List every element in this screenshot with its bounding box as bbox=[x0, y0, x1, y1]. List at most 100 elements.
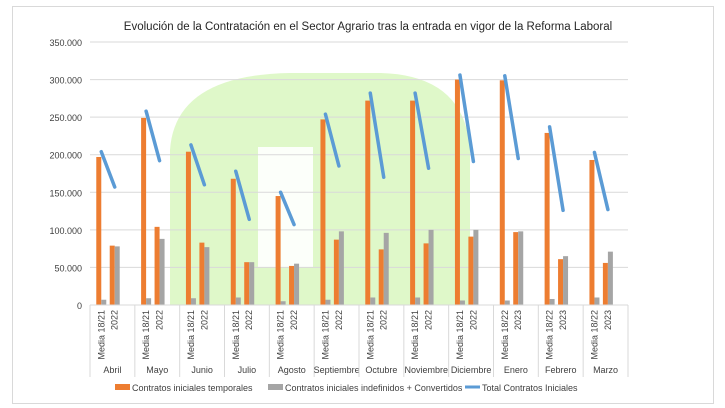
x-period-label: Media 18/21 bbox=[365, 310, 375, 360]
bar-temporales bbox=[558, 259, 564, 305]
x-month-label: Febrero bbox=[545, 365, 577, 375]
y-tick-label: 350.000 bbox=[49, 38, 82, 48]
bar-temporales bbox=[230, 178, 236, 305]
bar-temporales bbox=[378, 249, 384, 305]
bar-indefinidos bbox=[204, 247, 210, 305]
x-month-label: Enero bbox=[504, 365, 528, 375]
x-month-label: Septiembre bbox=[314, 365, 360, 375]
line-total bbox=[368, 91, 386, 180]
line-total bbox=[278, 190, 296, 227]
bar-indefinidos bbox=[370, 297, 376, 305]
bar-temporales bbox=[275, 196, 281, 305]
bar-indefinidos bbox=[101, 299, 107, 305]
x-period-label: Media 18/21 bbox=[320, 310, 330, 360]
x-period-label: 2023 bbox=[513, 310, 523, 330]
x-month-label: Mayo bbox=[146, 365, 168, 375]
bar-temporales bbox=[141, 117, 147, 305]
line-total bbox=[458, 73, 476, 164]
x-period-label: 2022 bbox=[110, 310, 120, 330]
line-total bbox=[413, 91, 431, 170]
y-tick-label: 50.000 bbox=[54, 263, 82, 273]
legend-label: Contratos iniciales temporales bbox=[132, 383, 253, 393]
bar-temporales bbox=[468, 236, 474, 305]
line-total bbox=[323, 112, 341, 168]
chart-title: Evolución de la Contratación en el Secto… bbox=[124, 21, 612, 33]
bar-indefinidos bbox=[338, 231, 344, 305]
x-month-label: Diciembre bbox=[451, 365, 492, 375]
x-period-label: 2022 bbox=[244, 310, 254, 330]
bar-temporales bbox=[454, 79, 460, 305]
y-tick-label: 0 bbox=[77, 301, 82, 311]
x-period-label: 2022 bbox=[468, 310, 478, 330]
bar-temporales bbox=[423, 243, 429, 305]
x-period-label: Media 18/21 bbox=[231, 310, 241, 360]
bar-indefinidos bbox=[459, 300, 465, 305]
bar-indefinidos bbox=[607, 251, 613, 305]
bar-temporales bbox=[365, 100, 371, 306]
x-period-label: 2023 bbox=[603, 310, 613, 330]
x-month-label: Octubre bbox=[365, 365, 397, 375]
bar-indefinidos bbox=[190, 298, 196, 305]
bar-indefinidos bbox=[235, 297, 241, 305]
bar-temporales bbox=[199, 242, 205, 305]
bar-indefinidos bbox=[415, 297, 421, 305]
bars bbox=[96, 79, 613, 306]
x-period-label: Media 18/21 bbox=[410, 310, 420, 360]
legend-label: Contratos iniciales indefinidos + Conver… bbox=[285, 383, 463, 393]
bar-indefinidos bbox=[294, 263, 300, 305]
x-period-label: Media 18/21 bbox=[276, 310, 286, 360]
bar-temporales bbox=[244, 262, 250, 305]
y-tick-label: 150.000 bbox=[49, 188, 82, 198]
legend-label: Total Contratos Iniciales bbox=[482, 383, 578, 393]
x-period-label: Media 18/22 bbox=[545, 310, 555, 360]
x-period-label: 2022 bbox=[334, 310, 344, 330]
bar-indefinidos bbox=[504, 300, 510, 305]
x-month-label: Abril bbox=[103, 365, 121, 375]
legend-swatch bbox=[268, 384, 283, 390]
legend: Contratos iniciales temporales Contratos … bbox=[115, 383, 578, 393]
legend-swatch bbox=[115, 384, 130, 390]
bar-indefinidos bbox=[159, 238, 165, 305]
line-total bbox=[234, 169, 251, 222]
y-axis: 0 50.000 100.000 150.000 200.000 250.000 300.0… bbox=[49, 38, 82, 311]
x-month-label: Julio bbox=[238, 365, 257, 375]
bar-indefinidos bbox=[563, 256, 569, 305]
line-total bbox=[144, 109, 162, 163]
gridlines bbox=[90, 41, 628, 306]
bar-indefinidos bbox=[114, 246, 120, 305]
y-tick-label: 100.000 bbox=[49, 226, 82, 236]
y-tick-label: 300.000 bbox=[49, 76, 82, 86]
bar-indefinidos bbox=[325, 299, 331, 305]
x-period-label: Media 18/21 bbox=[96, 310, 106, 360]
x-period-label: 2023 bbox=[558, 310, 568, 330]
x-period-label: 2022 bbox=[379, 310, 389, 330]
chart-frame bbox=[12, 6, 714, 404]
x-period-label: Media 18/21 bbox=[141, 310, 151, 360]
x-month-label: Marzo bbox=[593, 365, 618, 375]
bar-temporales bbox=[289, 265, 295, 305]
x-period-label: Media 18/22 bbox=[500, 310, 510, 360]
x-period-label: Media 18/21 bbox=[455, 310, 465, 360]
x-period-label: 2022 bbox=[155, 310, 165, 330]
x-period-label: 2022 bbox=[424, 310, 434, 330]
x-month-label: Junio bbox=[191, 365, 213, 375]
bar-indefinidos bbox=[249, 262, 255, 305]
x-period-label: 2022 bbox=[199, 310, 209, 330]
bar-temporales bbox=[96, 156, 102, 305]
bar-indefinidos bbox=[383, 232, 389, 305]
bar-indefinidos bbox=[549, 298, 555, 305]
line-total bbox=[503, 74, 520, 161]
x-period-label: 2022 bbox=[289, 310, 299, 330]
bar-indefinidos bbox=[146, 298, 152, 305]
bar-temporales bbox=[499, 80, 505, 305]
bar-indefinidos bbox=[518, 231, 524, 305]
bar-indefinidos bbox=[428, 229, 434, 305]
bar-temporales bbox=[589, 159, 595, 305]
bar-temporales bbox=[185, 151, 191, 305]
bar-temporales bbox=[513, 232, 519, 305]
x-period-label: Media 18/22 bbox=[589, 310, 599, 360]
y-tick-label: 200.000 bbox=[49, 151, 82, 161]
bar-temporales bbox=[320, 119, 326, 305]
